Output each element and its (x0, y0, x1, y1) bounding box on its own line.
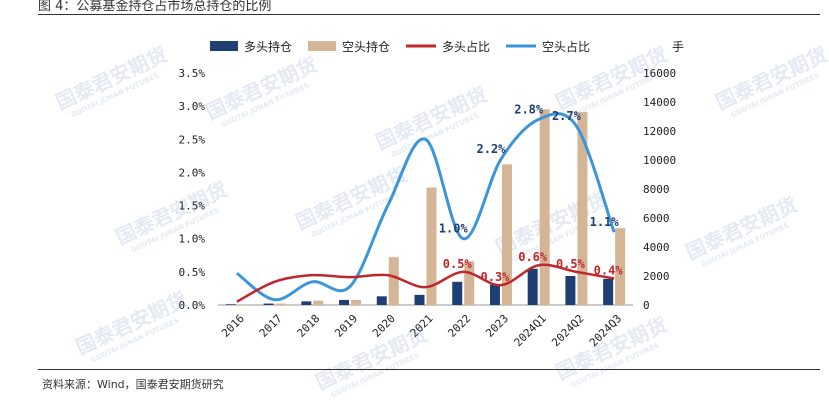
long-position-bar (452, 281, 463, 305)
short-position-bar (501, 164, 512, 305)
legend-label: 多头占比 (442, 39, 490, 54)
short-ratio-label: 1.1% (590, 215, 620, 229)
left-axis: 3.5% 3.0% 2.5% 2.0% 1.5% 1.0% 0.5% 0.0% (179, 67, 206, 312)
figure-title: 图 4：公募基金持仓占市场总持仓的比例 (38, 0, 272, 14)
legend-label: 空头占比 (542, 39, 590, 54)
left-tick-label: 2.5% (179, 133, 206, 146)
short-position-bar (275, 303, 286, 305)
left-tick-label: 3.5% (179, 67, 206, 80)
short-position-bar (577, 112, 588, 306)
short-ratio-line (235, 112, 616, 302)
long-position-bar (263, 303, 274, 305)
right-tick-label: 0 (643, 299, 650, 312)
left-tick-label: 0.0% (179, 299, 206, 312)
long-ratio-label: 0.5% (443, 257, 473, 271)
long-position-bar (489, 284, 500, 305)
chart-legend: 多头持仓 空头持仓 多头占比 空头占比 手 (210, 39, 684, 54)
long-position-bar (414, 294, 425, 305)
long-ratio-label: 0.5% (556, 257, 586, 271)
long-position-bar (301, 301, 312, 305)
short-position-bars (237, 109, 626, 306)
short-position-bar (464, 261, 475, 305)
x-tick-label: 2016 (219, 312, 247, 340)
short-position-bar (615, 228, 626, 305)
left-tick-label: 0.5% (179, 266, 206, 279)
long-position-bar (527, 268, 538, 305)
right-axis: 16000 14000 12000 10000 8000 6000 4000 2000 0 (643, 67, 676, 312)
x-tick-label: 2019 (332, 312, 360, 340)
right-axis-unit: 手 (672, 40, 684, 54)
short-position-bar (388, 257, 399, 305)
left-tick-label: 2.0% (179, 166, 206, 179)
ratio-lines (235, 112, 616, 303)
data-labels: 1.0% 2.2% 2.8% 2.7% 1.1% 0.5% 0.3% 0.6% 0.5% 0.4% (439, 102, 624, 284)
x-tick-label: 2022 (445, 312, 473, 340)
right-tick-label: 12000 (643, 125, 676, 138)
short-ratio-label: 2.2% (477, 142, 507, 156)
right-tick-label: 4000 (643, 241, 670, 254)
left-tick-label: 3.0% (179, 100, 206, 113)
long-position-bar (376, 296, 387, 305)
long-position-bars (225, 268, 614, 305)
short-ratio-label: 1.0% (439, 222, 469, 236)
short-ratio-label: 2.7% (552, 109, 582, 123)
legend-label: 空头持仓 (342, 39, 390, 54)
x-tick-label: 2024Q1 (512, 312, 549, 349)
short-position-bar (351, 299, 362, 305)
x-tick-label: 2018 (295, 312, 323, 340)
short-position-bar (539, 109, 550, 305)
long-ratio-label: 0.6% (518, 250, 548, 264)
legend-swatch-bar (210, 41, 238, 51)
long-position-bar (225, 304, 236, 305)
long-position-bar (565, 276, 576, 305)
long-position-bar (603, 278, 614, 305)
short-position-bar (237, 304, 248, 305)
left-tick-label: 1.5% (179, 200, 206, 213)
long-ratio-label: 0.3% (481, 270, 511, 284)
left-tick-label: 1.0% (179, 233, 206, 246)
short-position-bar (426, 187, 437, 305)
short-ratio-label: 2.8% (514, 102, 544, 116)
long-ratio-label: 0.4% (594, 263, 624, 277)
right-tick-label: 14000 (643, 96, 676, 109)
right-tick-label: 2000 (643, 270, 670, 283)
x-tick-label: 2017 (257, 312, 285, 340)
legend-label: 多头持仓 (244, 39, 292, 54)
right-tick-label: 6000 (643, 212, 670, 225)
source-rule (38, 369, 820, 370)
title-rule (38, 14, 820, 15)
x-tick-label: 2024Q2 (549, 312, 586, 349)
legend-swatch-bar (308, 41, 336, 51)
long-ratio-line (236, 263, 615, 303)
right-tick-label: 16000 (643, 67, 676, 80)
figure-source: 资料来源：Wind，国泰君安期货研究 (42, 378, 224, 391)
right-tick-label: 10000 (643, 154, 676, 167)
right-tick-label: 8000 (643, 183, 670, 196)
short-position-bar (313, 300, 324, 305)
long-position-bar (339, 299, 350, 305)
x-tick-label: 2023 (483, 312, 511, 340)
